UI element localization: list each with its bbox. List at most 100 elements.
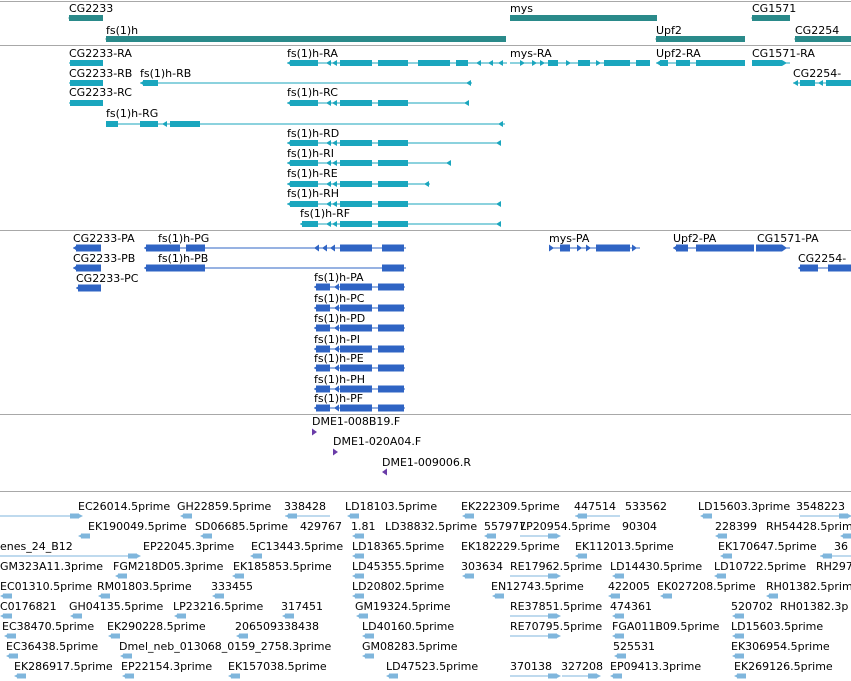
est-block[interactable] [548, 574, 557, 579]
transcript-label[interactable]: fs(1)h-RF [300, 207, 350, 220]
est-block[interactable] [548, 634, 557, 639]
est-label[interactable]: EP09413.3prime [610, 660, 701, 673]
protein-exon[interactable] [340, 284, 372, 291]
protein-strand-arrow[interactable] [334, 325, 339, 332]
est-label[interactable]: RH297 [816, 560, 851, 573]
est-strand-arrow[interactable] [720, 554, 725, 559]
est-strand-arrow[interactable] [98, 594, 103, 599]
transcript-strand-arrow[interactable] [476, 60, 481, 66]
est-strand-arrow[interactable] [612, 574, 617, 579]
est-label[interactable]: RM01803.5prime [97, 580, 192, 593]
est-strand-arrow[interactable] [556, 614, 561, 619]
est-strand-arrow[interactable] [596, 674, 601, 679]
est-strand-arrow[interactable] [608, 594, 613, 599]
transcript-exon[interactable] [340, 100, 372, 106]
est-label[interactable]: EK290228.5prime [107, 620, 206, 633]
est-strand-arrow[interactable] [282, 614, 287, 619]
protein-label[interactable]: fs(1)h-PC [314, 292, 365, 305]
transcript-exon[interactable] [378, 181, 408, 187]
transcript-exon[interactable] [340, 221, 372, 227]
est-label[interactable]: EC01310.5prime [0, 580, 92, 593]
transcript-exon[interactable] [70, 60, 103, 66]
est-label[interactable]: EK112013.5prime [575, 540, 674, 553]
transcript-strand-arrow[interactable] [140, 80, 145, 86]
est-block[interactable] [548, 614, 557, 619]
protein-exon[interactable] [76, 245, 101, 252]
est-label[interactable]: SD06685.5prime [195, 520, 288, 533]
protein-exon[interactable] [76, 265, 101, 272]
transcript-strand-arrow[interactable] [326, 100, 331, 106]
est-strand-arrow[interactable] [847, 514, 851, 519]
protein-label[interactable]: Upf2-PA [673, 232, 717, 245]
protein-strand-arrow[interactable] [334, 405, 339, 412]
est-label[interactable]: EP22154.3prime [121, 660, 212, 673]
gene-bar[interactable] [752, 15, 790, 21]
protein-exon[interactable] [382, 265, 404, 272]
transcript-exon[interactable] [290, 60, 318, 66]
est-strand-arrow[interactable] [556, 674, 561, 679]
est-strand-arrow[interactable] [700, 514, 705, 519]
transcript-exon[interactable] [290, 160, 318, 166]
est-block[interactable] [588, 674, 597, 679]
transcript-strand-arrow[interactable] [162, 121, 167, 127]
transcript-exon[interactable] [660, 60, 668, 66]
est-label[interactable]: 333455 [211, 580, 253, 593]
transcript-exon[interactable] [143, 80, 158, 86]
est-strand-arrow[interactable] [362, 634, 367, 639]
est-strand-arrow[interactable] [352, 574, 357, 579]
transcript-exon[interactable] [290, 100, 318, 106]
transcript-strand-arrow[interactable] [446, 160, 451, 166]
est-label[interactable]: enes_24_B12 [0, 540, 73, 553]
est-strand-arrow[interactable] [232, 574, 237, 579]
transcript-strand-arrow[interactable] [498, 121, 503, 127]
est-label[interactable]: LD47523.5prime [386, 660, 478, 673]
est-label[interactable]: C0176821 [0, 600, 57, 613]
est-label[interactable]: LP23216.5prime [173, 600, 264, 613]
est-strand-arrow[interactable] [556, 634, 561, 639]
transcript-strand-arrow[interactable] [540, 60, 545, 66]
transcript-strand-arrow[interactable] [818, 80, 823, 86]
est-label[interactable]: LD40160.5prime [362, 620, 454, 633]
est-label[interactable]: EK306954.5prime [731, 640, 830, 653]
est-strand-arrow[interactable] [180, 514, 185, 519]
est-label[interactable]: EK027208.5prime [657, 580, 756, 593]
clone-label[interactable]: DME1-008B19.F [312, 415, 400, 428]
transcript-exon[interactable] [170, 121, 200, 127]
est-block[interactable] [128, 554, 137, 559]
protein-strand-arrow[interactable] [73, 265, 78, 272]
transcript-strand-arrow[interactable] [287, 160, 292, 166]
protein-label[interactable]: CG1571-PA [757, 232, 819, 245]
est-strand-arrow[interactable] [612, 614, 617, 619]
transcript-label[interactable]: mys-RA [510, 47, 552, 60]
protein-strand-arrow[interactable] [549, 245, 554, 252]
transcript-strand-arrow[interactable] [496, 201, 501, 207]
protein-strand-arrow[interactable] [577, 245, 582, 252]
est-label[interactable]: GM19324.5prime [355, 600, 451, 613]
est-strand-arrow[interactable] [715, 534, 720, 539]
est-strand-arrow[interactable] [556, 534, 561, 539]
clone-marker[interactable] [382, 469, 387, 476]
est-block[interactable] [548, 534, 557, 539]
transcript-exon[interactable] [140, 121, 158, 127]
est-strand-arrow[interactable] [236, 634, 241, 639]
est-label[interactable]: EK190049.5prime [88, 520, 187, 533]
transcript-strand-arrow[interactable] [332, 221, 337, 227]
est-strand-arrow[interactable] [612, 634, 617, 639]
clone-label[interactable]: DME1-009006.R [382, 456, 471, 469]
transcript-exon[interactable] [378, 221, 408, 227]
est-label[interactable]: 90304 [622, 520, 657, 533]
protein-exon[interactable] [596, 245, 630, 252]
transcript-strand-arrow[interactable] [466, 80, 471, 86]
est-block[interactable] [548, 674, 557, 679]
est-label[interactable]: 206509338438 [235, 620, 319, 633]
est-label[interactable]: Dmel_neb_013068_0159_2758.3prime [119, 640, 331, 653]
est-label[interactable]: LD20802.5prime [352, 580, 444, 593]
transcript-label[interactable]: fs(1)h-RE [287, 167, 338, 180]
transcript-label[interactable]: CG2233-RC [69, 86, 132, 99]
est-strand-arrow[interactable] [200, 534, 205, 539]
transcript-exon[interactable] [378, 60, 408, 66]
clone-label[interactable]: DME1-020A04.F [333, 435, 421, 448]
est-label[interactable]: EK269126.5prime [734, 660, 833, 673]
est-label[interactable]: EK182229.5prime [461, 540, 560, 553]
protein-label[interactable]: fs(1)h-PH [314, 373, 365, 386]
